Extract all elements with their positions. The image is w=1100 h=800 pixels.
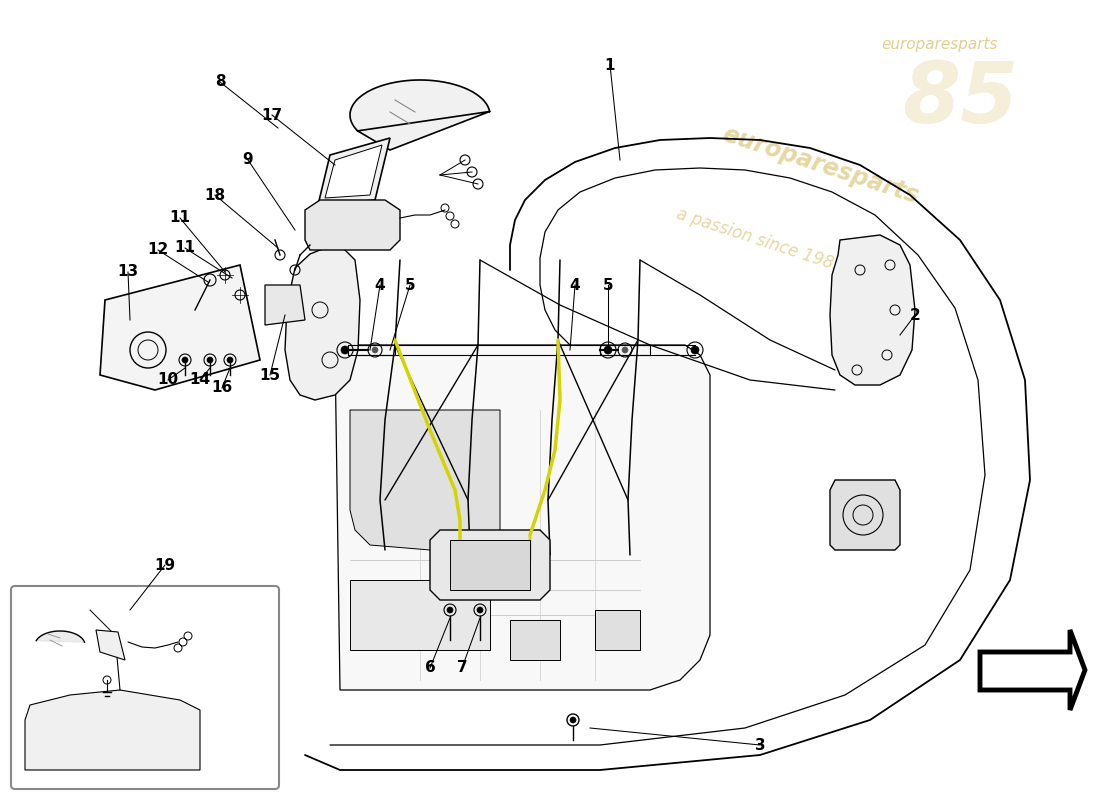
Text: 13: 13: [118, 265, 139, 279]
Polygon shape: [96, 630, 125, 660]
Circle shape: [604, 346, 612, 354]
Polygon shape: [318, 138, 390, 205]
Polygon shape: [36, 631, 85, 642]
Polygon shape: [350, 80, 490, 150]
Text: 5: 5: [405, 278, 416, 293]
Circle shape: [477, 607, 483, 613]
Circle shape: [570, 717, 576, 723]
Polygon shape: [324, 145, 382, 198]
Text: 7: 7: [456, 661, 468, 675]
Polygon shape: [350, 410, 500, 550]
Text: 17: 17: [262, 107, 283, 122]
Text: 6: 6: [425, 661, 436, 675]
Polygon shape: [430, 530, 550, 600]
Text: 4: 4: [375, 278, 385, 293]
Polygon shape: [830, 235, 915, 385]
Text: 85: 85: [902, 59, 1018, 141]
Polygon shape: [100, 265, 260, 390]
Polygon shape: [265, 285, 305, 325]
Text: 11: 11: [175, 241, 196, 255]
Circle shape: [691, 346, 698, 354]
Circle shape: [182, 357, 188, 363]
Polygon shape: [25, 690, 200, 770]
Circle shape: [207, 357, 213, 363]
Polygon shape: [336, 345, 710, 690]
Text: 8: 8: [214, 74, 225, 90]
Text: 5: 5: [603, 278, 614, 293]
Polygon shape: [305, 200, 400, 250]
Text: 1: 1: [605, 58, 615, 73]
Circle shape: [447, 607, 453, 613]
Text: 9: 9: [243, 153, 253, 167]
Text: 11: 11: [169, 210, 190, 226]
FancyBboxPatch shape: [11, 586, 279, 789]
Polygon shape: [595, 610, 640, 650]
Text: 16: 16: [211, 381, 232, 395]
Polygon shape: [450, 540, 530, 590]
Text: 4: 4: [570, 278, 581, 293]
Circle shape: [372, 347, 378, 353]
Polygon shape: [285, 245, 360, 400]
Circle shape: [341, 346, 349, 354]
Polygon shape: [980, 630, 1085, 710]
Text: europaresparts: europaresparts: [718, 122, 922, 208]
Circle shape: [621, 347, 628, 353]
Text: 14: 14: [189, 373, 210, 387]
Polygon shape: [350, 580, 490, 650]
Text: 12: 12: [147, 242, 168, 258]
Text: 2: 2: [910, 307, 921, 322]
Polygon shape: [830, 480, 900, 550]
Text: europaresparts: europaresparts: [882, 38, 999, 53]
Text: 19: 19: [154, 558, 176, 573]
Polygon shape: [510, 620, 560, 660]
Text: 15: 15: [260, 367, 280, 382]
Text: a passion since 1985: a passion since 1985: [674, 205, 846, 275]
Text: 10: 10: [157, 373, 178, 387]
Text: 3: 3: [755, 738, 766, 753]
Circle shape: [227, 357, 233, 363]
Text: 18: 18: [205, 187, 225, 202]
